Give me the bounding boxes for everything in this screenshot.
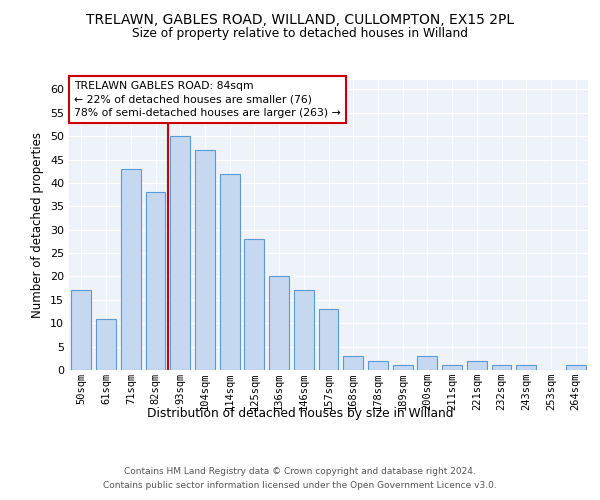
Bar xyxy=(96,318,116,370)
Text: TRELAWN GABLES ROAD: 84sqm
← 22% of detached houses are smaller (76)
78% of semi: TRELAWN GABLES ROAD: 84sqm ← 22% of deta… xyxy=(74,82,341,118)
Bar xyxy=(566,366,586,370)
Bar xyxy=(170,136,190,370)
Bar xyxy=(195,150,215,370)
Bar xyxy=(71,290,91,370)
Text: Size of property relative to detached houses in Willand: Size of property relative to detached ho… xyxy=(132,28,468,40)
Bar xyxy=(146,192,166,370)
Text: Contains public sector information licensed under the Open Government Licence v3: Contains public sector information licen… xyxy=(103,481,497,490)
Bar xyxy=(343,356,363,370)
Text: Contains HM Land Registry data © Crown copyright and database right 2024.: Contains HM Land Registry data © Crown c… xyxy=(124,468,476,476)
Bar xyxy=(442,366,462,370)
Bar xyxy=(393,366,413,370)
Bar xyxy=(319,309,338,370)
Bar xyxy=(517,366,536,370)
Bar xyxy=(491,366,511,370)
Bar xyxy=(294,290,314,370)
Y-axis label: Number of detached properties: Number of detached properties xyxy=(31,132,44,318)
Bar xyxy=(244,239,264,370)
Bar xyxy=(467,360,487,370)
Bar xyxy=(220,174,239,370)
Text: TRELAWN, GABLES ROAD, WILLAND, CULLOMPTON, EX15 2PL: TRELAWN, GABLES ROAD, WILLAND, CULLOMPTO… xyxy=(86,12,514,26)
Bar xyxy=(368,360,388,370)
Bar xyxy=(121,169,140,370)
Bar xyxy=(269,276,289,370)
Bar xyxy=(418,356,437,370)
Text: Distribution of detached houses by size in Willand: Distribution of detached houses by size … xyxy=(147,408,453,420)
